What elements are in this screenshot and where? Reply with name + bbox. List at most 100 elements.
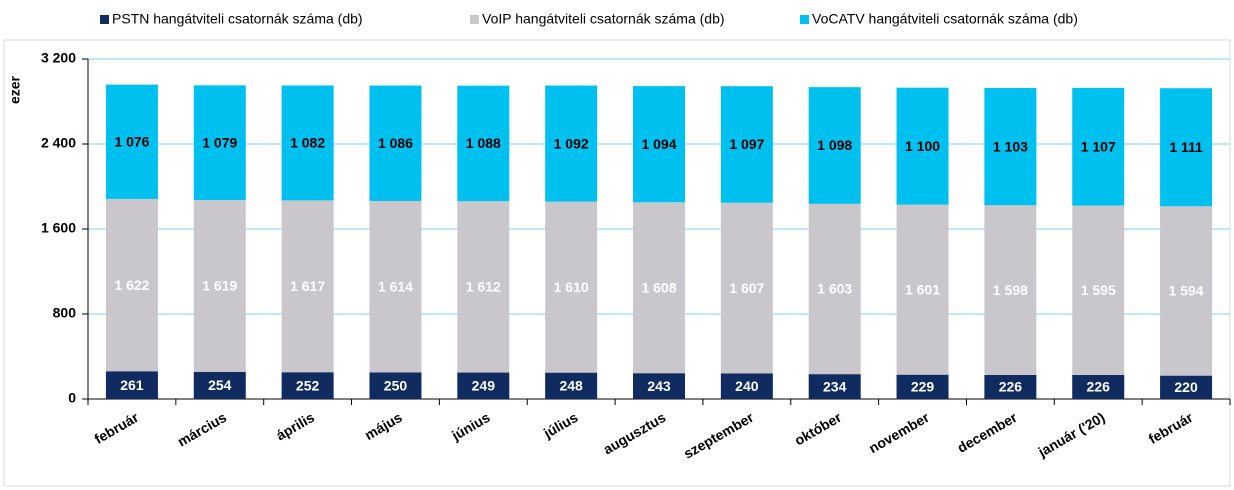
x-tick-label: március (175, 409, 230, 450)
bar-segment (1160, 375, 1213, 399)
bar-segment (984, 374, 1037, 399)
bar-segment (545, 372, 598, 399)
bar-segment (808, 374, 861, 399)
x-tick-label: augusztus (600, 409, 668, 458)
y-axis-label: ezer (7, 75, 23, 104)
data-label: 1 608 (641, 279, 676, 295)
x-tick-label: december (954, 409, 1020, 456)
legend-label: VoCATV hangátviteli csatornák száma (db) (812, 11, 1078, 27)
data-label: 1 612 (466, 279, 501, 295)
bar-segment (457, 201, 510, 373)
bar-segment (193, 372, 246, 399)
data-label: 1 617 (290, 278, 325, 294)
x-tick-label: január ('20) (1035, 409, 1108, 460)
data-label: 1 097 (729, 136, 764, 152)
legend-swatch (100, 15, 109, 24)
data-label: 1 603 (817, 281, 852, 297)
x-tick-label: november (866, 409, 932, 457)
y-tick-label: 1 600 (41, 220, 76, 236)
data-label: 261 (120, 377, 144, 393)
bar-segment (369, 200, 422, 373)
data-label: 1 622 (114, 277, 149, 293)
bar-segment (105, 84, 158, 199)
data-label: 1 598 (993, 282, 1028, 298)
x-tick-label: május (362, 409, 405, 443)
data-label: 1 076 (114, 133, 149, 149)
bar-segment (193, 85, 246, 200)
bar-segment (545, 201, 598, 373)
data-label: 243 (647, 378, 671, 394)
bar-segment (457, 85, 510, 202)
data-label: 1 607 (729, 280, 764, 296)
data-label: 226 (999, 379, 1023, 395)
bar-segment (105, 371, 158, 399)
bar-segment (720, 373, 773, 399)
bar-segment (281, 372, 334, 399)
bar-segment (633, 86, 685, 203)
bar-segment (1072, 205, 1125, 375)
data-label: 1 100 (905, 138, 940, 154)
data-label: 252 (296, 377, 320, 393)
data-label: 229 (911, 379, 935, 395)
y-tick-label: 2 400 (41, 135, 76, 151)
bar-segment (369, 85, 422, 201)
data-label: 1 098 (817, 137, 852, 153)
data-label: 1 088 (466, 135, 501, 151)
data-label: 1 594 (1169, 283, 1204, 299)
data-label: 248 (559, 378, 583, 394)
data-label: 1 082 (290, 135, 325, 151)
bar-segment (984, 205, 1037, 375)
data-label: 249 (472, 377, 496, 393)
data-label: 1 079 (202, 134, 237, 150)
x-tick-label: október (792, 409, 845, 449)
bar-segment (896, 204, 949, 375)
data-label: 1 601 (905, 281, 940, 297)
bar-segment (984, 88, 1037, 206)
data-label: 1 092 (554, 135, 589, 151)
bar-segment (369, 372, 422, 399)
bar-segment (633, 202, 685, 374)
data-label: 226 (1087, 379, 1111, 395)
bar-segment (720, 86, 773, 203)
y-tick-label: 3 200 (41, 50, 76, 66)
bar-segment (896, 87, 949, 205)
bar-segment (281, 85, 334, 201)
y-tick-label: 0 (68, 390, 76, 406)
bar-segment (1072, 87, 1125, 206)
bar-segment (896, 374, 949, 399)
x-tick-label: február (92, 409, 142, 447)
bar-segment (457, 372, 510, 399)
data-label: 1 086 (378, 135, 413, 151)
bar-segment (633, 373, 685, 399)
x-tick-label: február (1146, 409, 1196, 447)
bar-segment (1072, 374, 1125, 399)
y-tick-label: 800 (53, 305, 77, 321)
legend-label: VoIP hangátviteli csatornák száma (db) (482, 11, 725, 27)
data-label: 1 610 (554, 279, 589, 295)
x-tick-label: szeptember (681, 409, 757, 462)
data-label: 250 (384, 377, 408, 393)
bar-segment (808, 203, 861, 375)
bar-segment (1160, 206, 1213, 376)
bar-segment (720, 202, 773, 374)
bar-segment (808, 87, 861, 204)
data-label: 1 103 (993, 138, 1028, 154)
data-label: 220 (1174, 379, 1198, 395)
bar-segment (105, 198, 158, 372)
data-label: 1 595 (1081, 282, 1116, 298)
data-label: 1 614 (378, 278, 413, 294)
legend-swatch (470, 15, 479, 24)
bar-segment (193, 199, 246, 373)
data-label: 240 (735, 378, 759, 394)
x-tick-label: június (448, 409, 493, 444)
x-tick-label: július (540, 409, 581, 442)
data-label: 1 619 (202, 278, 237, 294)
data-label: 234 (823, 378, 847, 394)
bar-segment (281, 200, 334, 373)
data-label: 1 111 (1169, 139, 1203, 155)
data-label: 1 094 (641, 136, 676, 152)
data-label: 1 107 (1081, 138, 1116, 154)
legend-swatch (800, 15, 809, 24)
frame (3, 39, 1231, 487)
